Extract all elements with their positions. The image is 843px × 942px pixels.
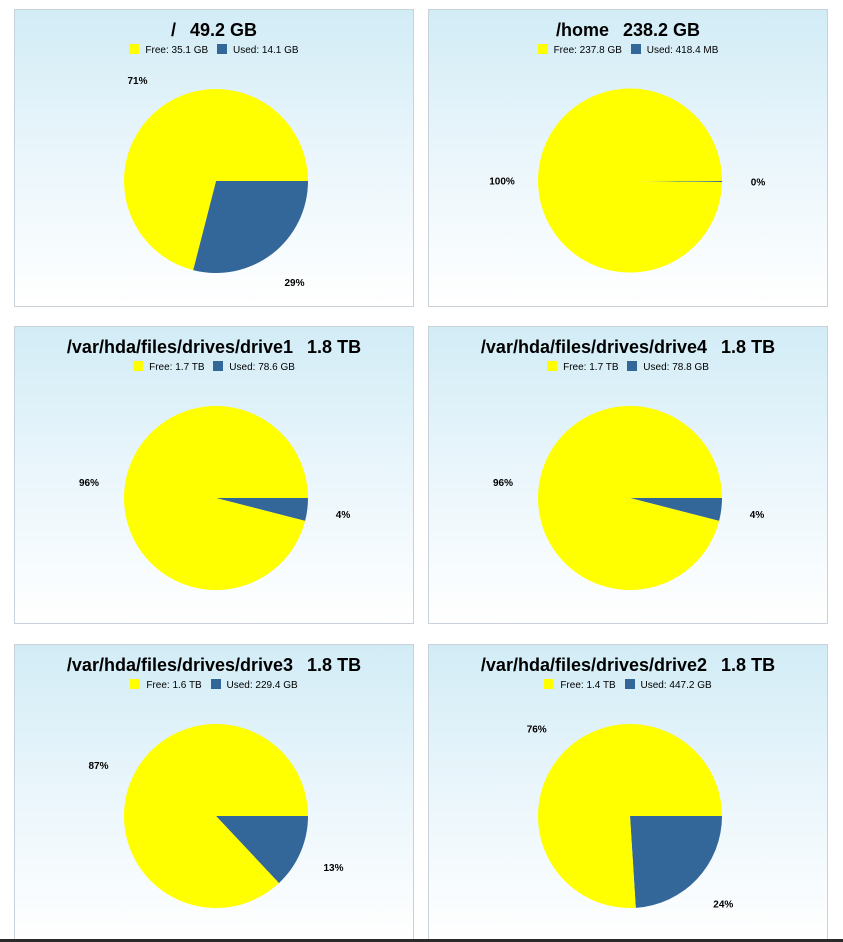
pie-label-used: 29% — [284, 278, 304, 289]
pie-slice-used — [630, 181, 722, 182]
pie-chart: 4% 96% — [79, 406, 351, 591]
chart-title-path: /var/hda/files/drives/drive3 — [66, 655, 294, 675]
chart-title-size: 1.8 TB — [721, 337, 776, 357]
pie-slice-free — [124, 89, 309, 271]
pie-label-used: 13% — [323, 863, 343, 874]
chart-legend: Free: 1.7 TB Used: 78.8 GB — [429, 361, 827, 375]
pie-slice-used — [630, 816, 722, 908]
legend-label-free: Free: 1.7 TB — [563, 362, 619, 373]
legend-swatch-free — [547, 361, 558, 371]
chart-legend: Free: 1.4 TB Used: 447.2 GB — [429, 679, 827, 693]
legend-item-used: Used: 14.1 GB — [217, 44, 299, 56]
pie-chart: 13% 87% — [88, 724, 344, 909]
legend-swatch-used — [217, 44, 227, 54]
chart-title-size: 238.2 GB — [622, 20, 701, 40]
chart-legend: Free: 35.1 GB Used: 14.1 GB — [15, 44, 413, 58]
legend-label-free: Free: 1.7 TB — [149, 362, 205, 373]
pie-label-free: 96% — [493, 478, 513, 489]
legend-item-used: Used: 78.8 GB — [627, 361, 709, 373]
pie-slice-used — [216, 498, 308, 521]
legend-label-used: Used: 418.4 MB — [646, 45, 719, 56]
chart-title: / 49.2 GB — [15, 20, 413, 42]
chart-title: /home 238.2 GB — [429, 20, 827, 42]
chart-title: /var/hda/files/drives/drive4 1.8 TB — [429, 337, 827, 359]
chart-title: /var/hda/files/drives/drive1 1.8 TB — [15, 337, 413, 359]
pie-slice-free — [538, 406, 722, 591]
chart-title-path: / — [170, 20, 176, 40]
chart-title-path: /var/hda/files/drives/drive1 — [66, 337, 294, 357]
pie-label-free: 76% — [527, 724, 547, 735]
pie-slice-free — [538, 88, 723, 273]
legend-label-free: Free: 1.4 TB — [560, 680, 616, 691]
pie-label-used: 0% — [751, 178, 766, 189]
chart-title-size: 1.8 TB — [307, 337, 362, 357]
legend-label-free: Free: 237.8 GB — [553, 45, 622, 56]
chart-title-path: /var/hda/files/drives/drive4 — [480, 337, 708, 357]
legend-swatch-used — [627, 361, 638, 371]
legend-item-free: Free: 35.1 GB — [129, 44, 208, 56]
pie-label-used: 24% — [713, 900, 733, 911]
legend-item-used: Used: 78.6 GB — [213, 361, 295, 373]
chart-title-size: 49.2 GB — [189, 20, 258, 40]
legend-swatch-free — [537, 44, 548, 54]
legend-swatch-free — [129, 44, 140, 54]
legend-item-free: Free: 1.4 TB — [544, 679, 616, 691]
legend-item-free: Free: 1.7 TB — [133, 361, 205, 373]
pie-label-free: 71% — [127, 76, 147, 87]
pie-label-free: 96% — [79, 478, 99, 489]
legend-item-used: Used: 418.4 MB — [630, 44, 719, 56]
pie-slice-free — [538, 724, 722, 909]
legend-label-used: Used: 78.8 GB — [643, 362, 709, 373]
chart-title-size: 1.8 TB — [721, 655, 776, 675]
chart-legend: Free: 1.6 TB Used: 229.4 GB — [15, 679, 413, 693]
legend-label-used: Used: 229.4 GB — [226, 680, 298, 691]
legend-swatch-used — [213, 361, 224, 371]
chart-title-path: /home — [555, 20, 609, 40]
disk-usage-panel: /var/hda/files/drives/drive1 1.8 TB Free:… — [14, 326, 414, 624]
legend-label-free: Free: 35.1 GB — [145, 45, 209, 56]
pie-slice-used — [193, 181, 308, 274]
disk-usage-panel: /home 238.2 GB Free: 237.8 GB Used: 418.4… — [428, 9, 828, 307]
legend-item-free: Free: 1.6 TB — [130, 679, 202, 691]
pie-slice-used — [630, 498, 722, 521]
legend-swatch-free — [130, 679, 141, 689]
legend-swatch-free — [133, 361, 144, 371]
pie-chart: 29% 71% — [124, 76, 309, 289]
legend-label-used: Used: 447.2 GB — [640, 680, 712, 691]
chart-title-size: 1.8 TB — [307, 655, 362, 675]
chart-legend: Free: 1.7 TB Used: 78.6 GB — [15, 361, 413, 375]
pie-label-used: 4% — [750, 510, 765, 521]
pie-slice-used — [216, 816, 308, 884]
pie-chart: 4% 96% — [493, 406, 765, 591]
pie-label-used: 4% — [336, 510, 351, 521]
chart-title: /var/hda/files/drives/drive3 1.8 TB — [15, 655, 413, 677]
legend-swatch-used — [630, 44, 641, 54]
chart-title: /var/hda/files/drives/drive2 1.8 TB — [429, 655, 827, 677]
pie-label-free: 100% — [489, 176, 515, 187]
legend-label-free: Free: 1.6 TB — [146, 680, 202, 691]
disk-usage-panel: /var/hda/files/drives/drive4 1.8 TB Free:… — [428, 326, 828, 624]
disk-usage-panel: /var/hda/files/drives/drive2 1.8 TB Free:… — [428, 644, 828, 942]
legend-item-free: Free: 237.8 GB — [537, 44, 622, 56]
pie-chart: 24% 76% — [527, 724, 733, 911]
legend-item-free: Free: 1.7 TB — [547, 361, 619, 373]
pie-slice-free — [123, 724, 308, 909]
disk-usage-panel: /var/hda/files/drives/drive3 1.8 TB Free:… — [14, 644, 414, 942]
legend-item-used: Used: 229.4 GB — [210, 679, 298, 691]
legend-label-used: Used: 78.6 GB — [229, 362, 295, 373]
disk-usage-panel: / 49.2 GB Free: 35.1 GB Used: 14.1 GB 29%… — [14, 9, 414, 307]
chart-legend: Free: 237.8 GB Used: 418.4 MB — [429, 44, 827, 58]
bottom-divider — [0, 939, 843, 942]
legend-label-used: Used: 14.1 GB — [233, 45, 299, 56]
pie-slice-free — [124, 406, 308, 591]
legend-swatch-used — [624, 679, 635, 689]
legend-item-used: Used: 447.2 GB — [624, 679, 712, 691]
pie-chart: 0% 100% — [489, 88, 766, 273]
legend-swatch-free — [544, 679, 555, 689]
chart-title-path: /var/hda/files/drives/drive2 — [480, 655, 708, 675]
pie-label-free: 87% — [88, 761, 108, 772]
legend-swatch-used — [210, 679, 221, 689]
